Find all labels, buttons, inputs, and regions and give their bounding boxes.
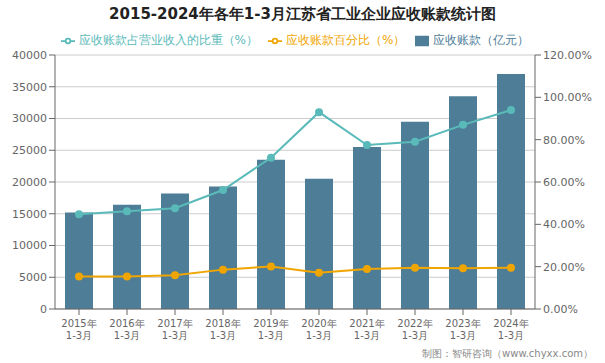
html-text:应收账款百分比（%）: 应收账款百分比（%） bbox=[286, 33, 406, 47]
svg-text:2017年1-3月: 2017年1-3月 bbox=[157, 318, 192, 341]
svg-text:2023年1-3月: 2023年1-3月 bbox=[445, 318, 480, 341]
svg-text:2018年1-3月: 2018年1-3月 bbox=[205, 318, 240, 341]
svg-text:2020年1-3月: 2020年1-3月 bbox=[301, 318, 336, 341]
svg-text:40.00%: 40.00% bbox=[543, 218, 585, 231]
svg-text:0: 0 bbox=[40, 303, 47, 316]
svg-text:5000: 5000 bbox=[19, 271, 47, 284]
svg-text:35000: 35000 bbox=[12, 81, 47, 94]
svg-text:2019年1-3月: 2019年1-3月 bbox=[253, 318, 288, 341]
svg-text:25000: 25000 bbox=[12, 144, 47, 157]
svg-text:30000: 30000 bbox=[12, 112, 47, 125]
html-text:制图：智研咨询（www.chyxx.com）: 制图：智研咨询（www.chyxx.com） bbox=[422, 348, 593, 359]
svg-text:60.00%: 60.00% bbox=[543, 176, 585, 189]
svg-text:10000: 10000 bbox=[12, 239, 47, 252]
svg-text:2021年1-3月: 2021年1-3月 bbox=[349, 318, 384, 341]
svg-text:2022年1-3月: 2022年1-3月 bbox=[397, 318, 432, 341]
svg-text:100.00%: 100.00% bbox=[543, 91, 592, 104]
svg-text:20.00%: 20.00% bbox=[543, 261, 585, 274]
svg-text:120.00%: 120.00% bbox=[543, 49, 592, 62]
svg-text:20000: 20000 bbox=[12, 176, 47, 189]
html-text:2015-2024年各年1-3月江苏省工业企业应收账款统计图: 2015-2024年各年1-3月江苏省工业企业应收账款统计图 bbox=[109, 5, 496, 23]
svg-text:2015年1-3月: 2015年1-3月 bbox=[61, 318, 96, 341]
svg-text:80.00%: 80.00% bbox=[543, 134, 585, 147]
svg-text:40000: 40000 bbox=[12, 49, 47, 62]
svg-text:2024年1-3月: 2024年1-3月 bbox=[493, 318, 528, 341]
svg-text:2016年1-3月: 2016年1-3月 bbox=[109, 318, 144, 341]
html-text:应收账款（亿元）: 应收账款（亿元） bbox=[433, 33, 530, 47]
html-text:应收账款占营业收入的比重（%）: 应收账款占营业收入的比重（%） bbox=[78, 33, 258, 47]
svg-text:0.00%: 0.00% bbox=[543, 303, 578, 316]
svg-text:15000: 15000 bbox=[12, 208, 47, 221]
